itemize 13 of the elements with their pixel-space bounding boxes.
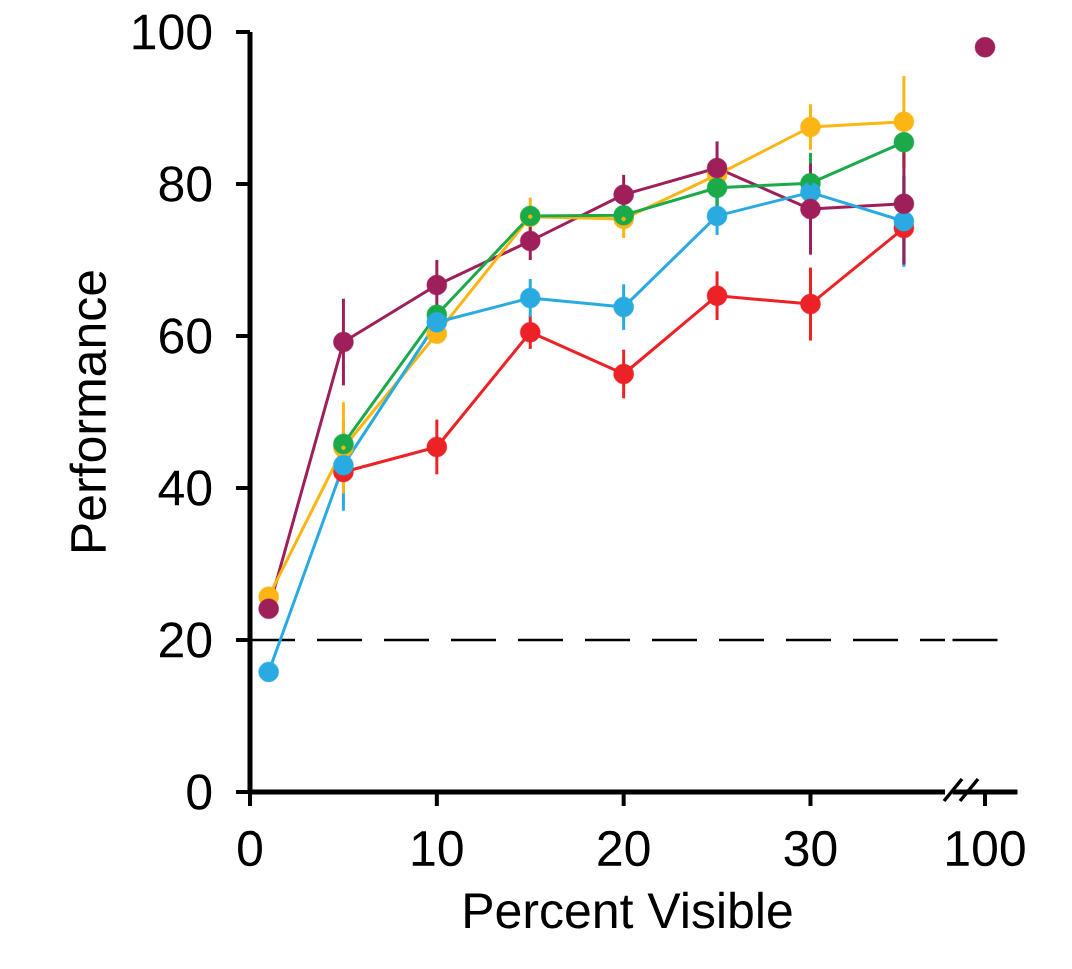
x-axis-title: Percent Visible xyxy=(465,891,792,929)
x-tick-label: 30 xyxy=(784,830,837,867)
y-tick-label: 20 xyxy=(160,622,212,658)
x-tick-label: 20 xyxy=(598,830,650,867)
x-tick-label: 10 xyxy=(412,830,463,867)
y-tick-label: 100 xyxy=(133,14,212,50)
x-tick-label: 100 xyxy=(947,830,1025,867)
y-tick-label: 80 xyxy=(159,166,212,202)
x-tick-label: 0 xyxy=(238,830,262,867)
y-tick-label: 0 xyxy=(187,774,212,810)
y-tick-label: 40 xyxy=(158,470,212,506)
y-tick-label: 60 xyxy=(160,318,212,354)
y-axis-title: Performance xyxy=(69,271,107,551)
